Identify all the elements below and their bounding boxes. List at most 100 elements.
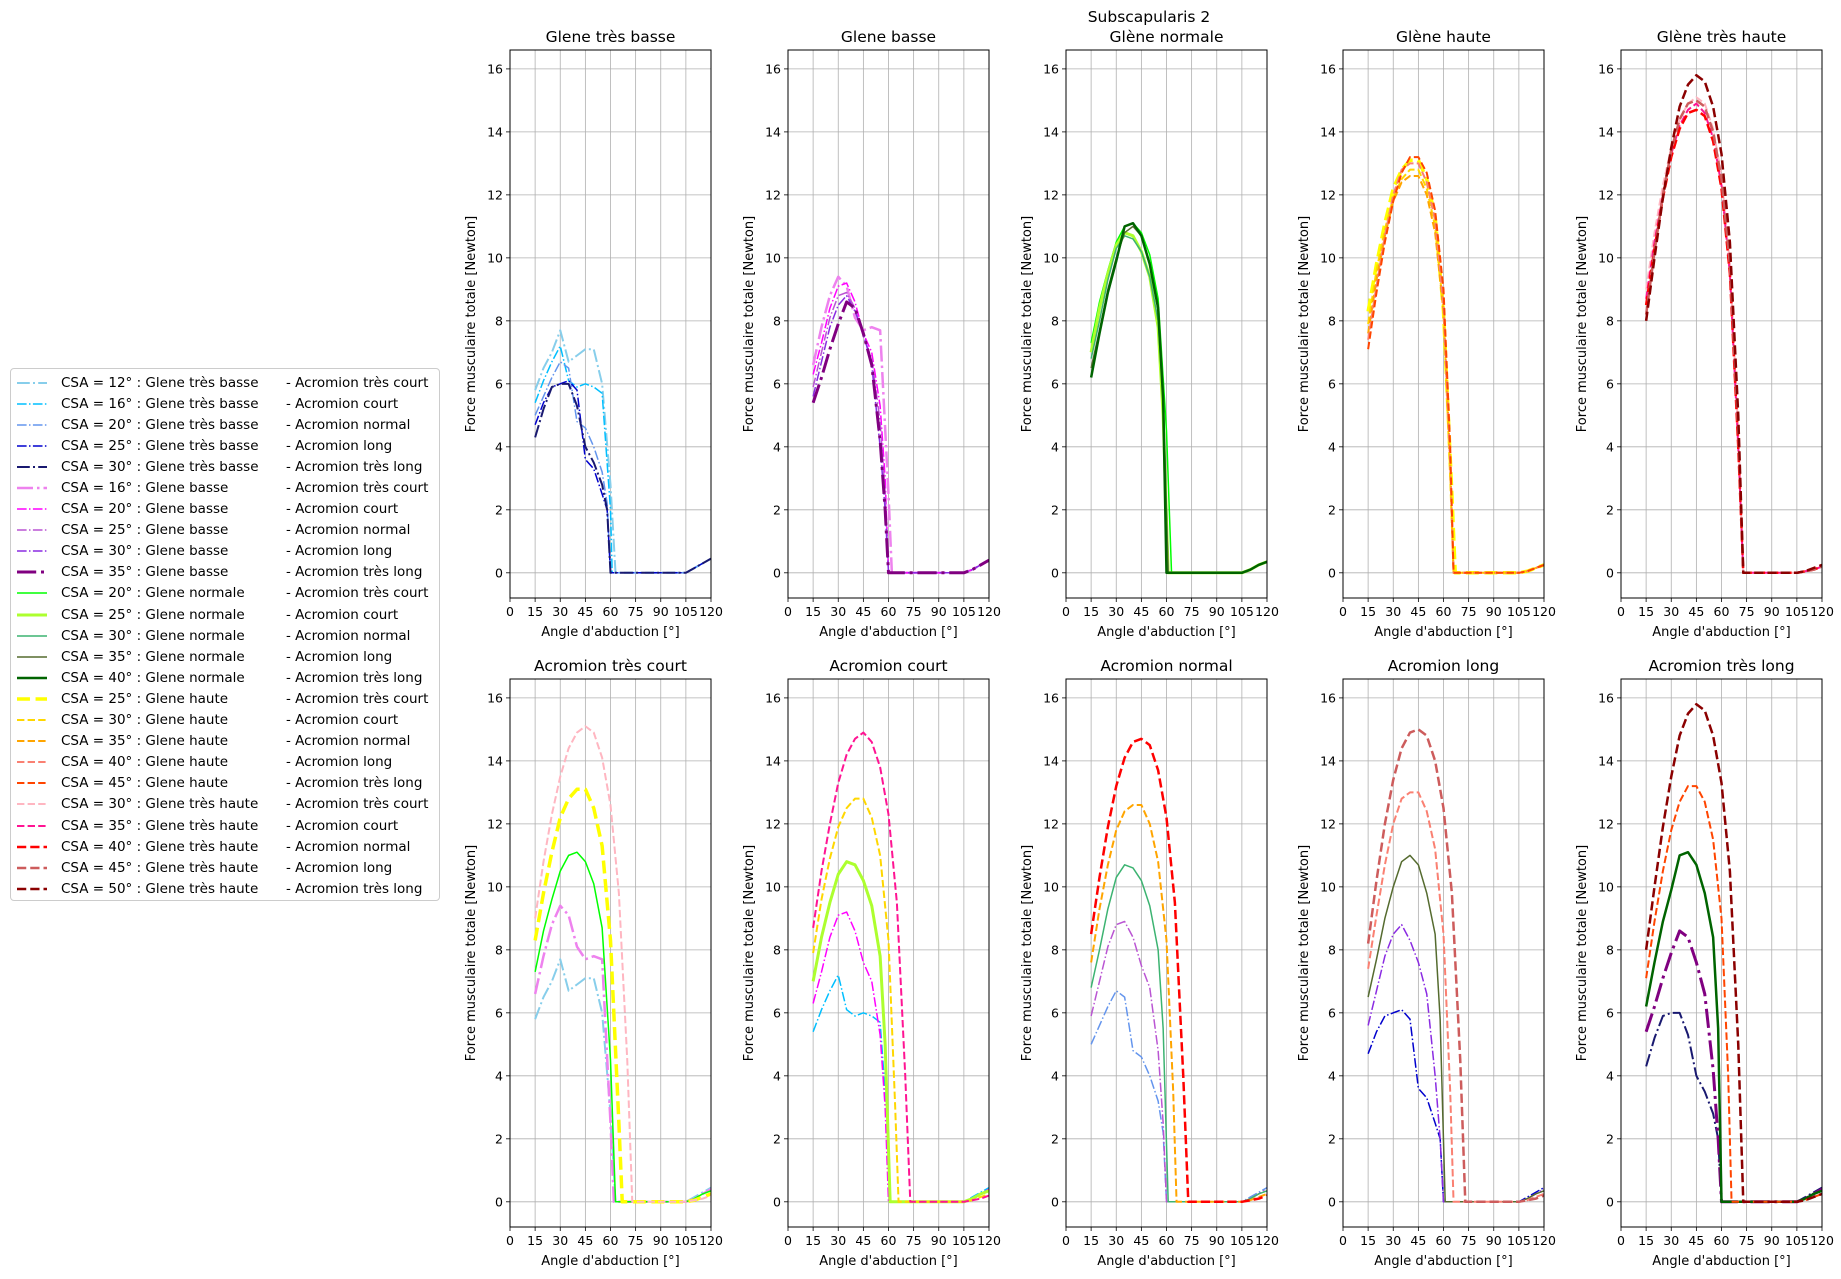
y-axis-label: Force musculaire totale [Newton]	[1020, 845, 1035, 1061]
x-tick-label: 105	[1785, 604, 1809, 619]
legend-entry: CSA = 25° : Glene haute - Acromion très c…	[15, 688, 435, 709]
legend-swatch	[17, 740, 47, 743]
y-tick-label: 8	[1051, 942, 1059, 957]
x-tick-label: 15	[527, 604, 543, 619]
legend-swatch	[17, 570, 47, 574]
y-tick-label: 0	[1606, 1194, 1614, 1209]
x-tick-label: 105	[674, 604, 698, 619]
legend-entry: CSA = 20° : Glene basse - Acromion court	[15, 499, 435, 520]
x-tick-label: 30	[1663, 1233, 1679, 1248]
series-line-s23	[1366, 728, 1544, 1204]
x-tick-label: 120	[699, 604, 723, 619]
series-line-s22	[1089, 737, 1267, 1204]
y-tick-label: 14	[1043, 124, 1059, 139]
y-axis-label: Force musculaire totale [Newton]	[1575, 216, 1590, 432]
x-tick-label: 120	[1532, 604, 1556, 619]
legend-entry: CSA = 16° : Glene basse - Acromion très c…	[15, 477, 435, 498]
x-tick-label: 30	[1385, 604, 1401, 619]
y-tick-label: 16	[487, 690, 503, 705]
legend-swatch	[17, 676, 47, 680]
y-tick-label: 2	[1606, 502, 1614, 517]
y-tick-label: 12	[1598, 187, 1614, 202]
series-line-s10	[534, 851, 711, 1203]
x-tick-label: 0	[1062, 604, 1070, 619]
legend-swatch	[17, 887, 47, 891]
legend-series-name: CSA = 30° : Glene haute	[61, 712, 229, 729]
legend-entry: CSA = 30° : Glene normale - Acromion norm…	[15, 625, 435, 646]
y-tick-label: 10	[1043, 250, 1059, 265]
x-tick-label: 15	[805, 1233, 821, 1248]
y-tick-label: 0	[773, 1194, 781, 1209]
x-tick-label: 60	[881, 1233, 897, 1248]
subplot-title: Glene très basse	[546, 28, 676, 46]
series-line-s8	[1367, 923, 1544, 1203]
series-group	[1644, 702, 1822, 1204]
y-tick-label: 0	[1051, 565, 1059, 580]
y-tick-label: 10	[1598, 250, 1614, 265]
x-tick-label: 0	[506, 604, 514, 619]
subplot-4: 0 15 30 45 60 75 90 105 120 0 2 4 6 8 10 12 14 16 Glène tr…	[1575, 28, 1834, 640]
x-axis-label: Angle d'abduction [°]	[1652, 625, 1791, 640]
subplot-title: Glene basse	[841, 28, 936, 46]
legend-entry: CSA = 20° : Glene normale - Acromion très…	[15, 583, 435, 604]
y-tick-label: 6	[773, 376, 781, 391]
y-tick-label: 16	[1598, 690, 1614, 705]
series-line-s21	[812, 731, 989, 1203]
legend-series-name: CSA = 30° : Glene très basse	[61, 458, 259, 475]
x-tick-label: 60	[1714, 1233, 1730, 1248]
y-axis-label: Force musculaire totale [Newton]	[1575, 845, 1590, 1061]
y-tick-label: 14	[765, 753, 781, 768]
y-tick-label: 6	[1328, 1005, 1336, 1020]
series-line-s13	[1090, 225, 1267, 574]
y-tick-label: 10	[765, 250, 781, 265]
legend-swatch	[17, 697, 47, 701]
y-tick-label: 8	[1328, 313, 1336, 328]
y-tick-label: 2	[773, 502, 781, 517]
x-tick-label: 30	[1385, 1233, 1401, 1248]
legend-entry: CSA = 16° : Glene très basse - Acromion c…	[15, 393, 435, 414]
legend-acromion: - Acromion très long	[286, 564, 423, 581]
legend-entry: CSA = 40° : Glene normale - Acromion très…	[15, 667, 435, 688]
x-tick-label: 15	[1083, 604, 1099, 619]
series-line-s1	[534, 345, 711, 574]
series-line-s2	[1090, 990, 1267, 1203]
series-group	[1366, 156, 1544, 575]
y-tick-label: 16	[487, 61, 503, 76]
legend-acromion: - Acromion court	[286, 817, 399, 834]
legend-swatch	[17, 529, 47, 531]
y-axis-label: Force musculaire totale [Newton]	[742, 845, 757, 1061]
legend-series-name: CSA = 35° : Glene très haute	[61, 817, 259, 834]
series-line-s19	[1645, 785, 1822, 1203]
x-tick-label: 30	[830, 1233, 846, 1248]
legend-swatch	[17, 445, 47, 447]
series-line-s12	[1090, 235, 1267, 574]
y-tick-label: 16	[1043, 61, 1059, 76]
x-tick-label: 45	[1133, 1233, 1149, 1248]
y-tick-label: 14	[1320, 124, 1336, 139]
y-tick-label: 16	[1320, 690, 1336, 705]
x-tick-label: 45	[855, 604, 871, 619]
x-tick-label: 0	[784, 604, 792, 619]
legend-acromion: - Acromion court	[286, 501, 399, 518]
y-tick-label: 8	[1606, 313, 1614, 328]
y-tick-label: 12	[765, 187, 781, 202]
legend-acromion: - Acromion très court	[286, 585, 429, 602]
x-tick-label: 90	[1764, 604, 1780, 619]
legend-series-name: CSA = 40° : Glene haute	[61, 754, 229, 771]
legend-acromion: - Acromion court	[286, 606, 399, 623]
x-tick-label: 75	[1461, 1233, 1477, 1248]
y-tick-label: 0	[1328, 565, 1336, 580]
x-tick-label: 30	[830, 604, 846, 619]
series-line-s3	[534, 379, 711, 574]
y-tick-label: 14	[765, 124, 781, 139]
y-tick-label: 12	[1598, 816, 1614, 831]
x-tick-label: 75	[1184, 604, 1200, 619]
y-tick-label: 8	[1051, 313, 1059, 328]
legend-entry: CSA = 35° : Glene basse - Acromion très l…	[15, 562, 435, 583]
legend-series-name: CSA = 50° : Glene très haute	[61, 880, 259, 897]
series-line-s14	[1644, 850, 1822, 1204]
legend-acromion: - Acromion normal	[286, 416, 411, 433]
legend-entry: CSA = 25° : Glene très basse - Acromion l…	[15, 435, 435, 456]
y-tick-label: 8	[495, 942, 503, 957]
